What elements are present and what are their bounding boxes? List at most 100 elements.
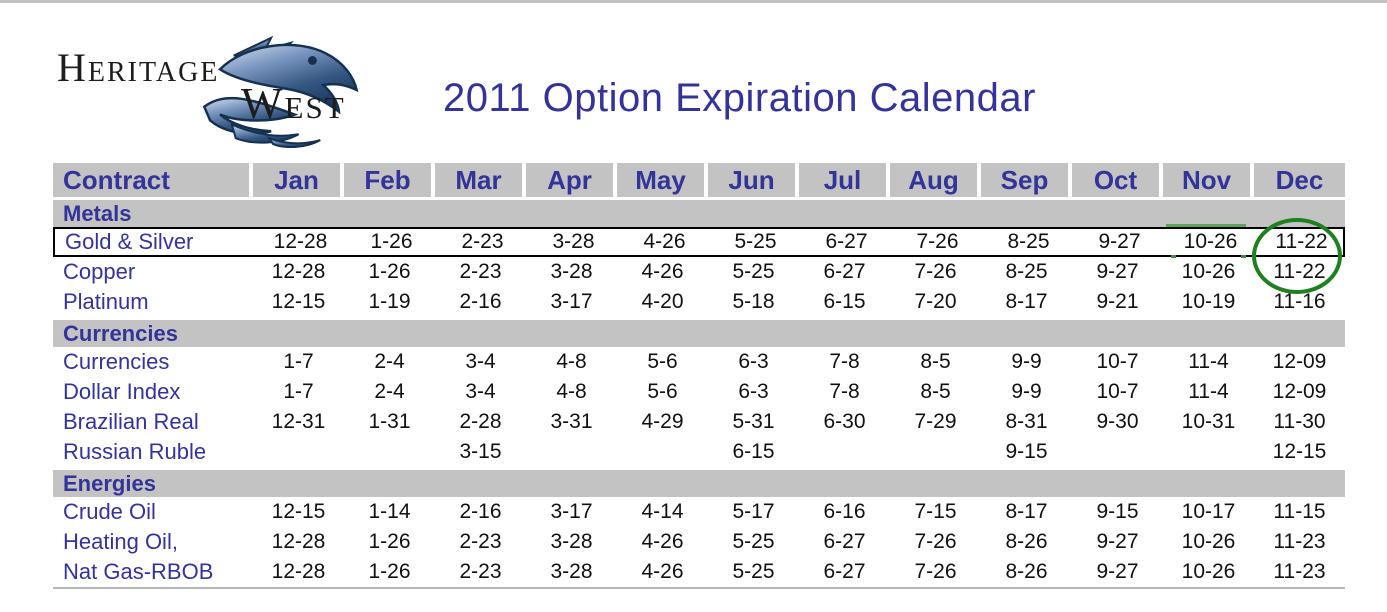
row-label-currencies: Currencies (63, 349, 170, 374)
cell-crude-oil-oct: 9-15 (1096, 500, 1139, 523)
cell-platinum-jun: 5-18 (732, 290, 775, 313)
logo-heritage-text: Heritage (57, 45, 220, 90)
column-header-contract: Contract (53, 163, 253, 197)
column-header-sep: Sep (981, 163, 1072, 197)
table-row-platinum: Platinum 12-15 1-19 2-16 3-17 4-20 5-18 6-15 7-2… (53, 287, 1345, 317)
cell-nat-gas-rbob-aug: 7-26 (914, 560, 957, 583)
cell-russian-ruble-sep: 9-15 (1005, 440, 1048, 463)
cell-heating-oil-sep: 8-26 (1005, 530, 1048, 553)
green-circle-annotation (1252, 218, 1342, 294)
cell-gold-silver-apr: 3-28 (552, 230, 595, 253)
cell-crude-oil-may: 4-14 (641, 500, 684, 523)
cell-crude-oil-nov: 10-17 (1181, 500, 1236, 523)
cell-russian-ruble-nov (1163, 437, 1254, 467)
green-tick-left (1171, 255, 1176, 258)
cell-copper-may: 4-26 (641, 260, 684, 283)
cell-russian-ruble-dec: 12-15 (1272, 440, 1327, 463)
cell-gold-silver-nov: 10-26 (1183, 230, 1238, 253)
cell-heating-oil-aug: 7-26 (914, 530, 957, 553)
cell-crude-oil-jul: 6-16 (823, 500, 866, 523)
cell-platinum-sep: 8-17 (1005, 290, 1048, 313)
cell-gold-silver-may: 4-26 (643, 230, 686, 253)
eagle-icon (202, 35, 359, 148)
cell-brazilian-real-oct: 9-30 (1096, 410, 1139, 433)
section-label-energies: Energies (53, 470, 1345, 497)
row-label-copper: Copper (63, 259, 136, 284)
cell-platinum-may: 4-20 (641, 290, 684, 313)
cell-currencies-jan: 1-7 (283, 350, 314, 373)
cell-crude-oil-feb: 1-14 (368, 500, 411, 523)
cell-russian-ruble-jul (799, 437, 890, 467)
section-band-currencies: Currencies (53, 320, 1345, 347)
table-row-gold-silver: Gold & Silver 12-28 1-26 2-23 3-28 4-26 5-25 6-… (53, 227, 1345, 257)
page-top-border (0, 0, 1387, 3)
cell-currencies-jul: 7-8 (829, 350, 860, 373)
section-label-currencies: Currencies (53, 320, 1345, 347)
cell-nat-gas-rbob-may: 4-26 (641, 560, 684, 583)
cell-brazilian-real-jan: 12-31 (271, 410, 326, 433)
cell-nat-gas-rbob-sep: 8-26 (1005, 560, 1048, 583)
cell-nat-gas-rbob-jan: 12-28 (271, 560, 326, 583)
cell-dollar-index-sep: 9-9 (1011, 380, 1042, 403)
cell-russian-ruble-jan (253, 437, 344, 467)
section-label-metals: Metals (53, 200, 1345, 227)
cell-heating-oil-may: 4-26 (641, 530, 684, 553)
cell-nat-gas-rbob-nov: 10-26 (1181, 560, 1236, 583)
cell-platinum-jul: 6-15 (823, 290, 866, 313)
cell-platinum-dec: 11-16 (1273, 290, 1326, 313)
cell-gold-silver-oct: 9-27 (1098, 230, 1141, 253)
column-header-aug: Aug (890, 163, 981, 197)
row-label-crude-oil: Crude Oil (63, 499, 156, 524)
cell-copper-aug: 7-26 (914, 260, 957, 283)
cell-dollar-index-dec: 12-09 (1272, 380, 1327, 403)
cell-currencies-oct: 10-7 (1096, 350, 1139, 373)
cell-platinum-feb: 1-19 (368, 290, 411, 313)
cell-platinum-aug: 7-20 (914, 290, 957, 313)
section-band-energies: Energies (53, 470, 1345, 497)
column-header-oct: Oct (1072, 163, 1163, 197)
table-row-russian-ruble: Russian Ruble 3-15 6-15 9-15 12-15 (53, 437, 1345, 467)
cell-gold-silver-jul: 6-27 (825, 230, 868, 253)
cell-currencies-dec: 12-09 (1272, 350, 1327, 373)
cell-nat-gas-rbob-jun: 5-25 (732, 560, 775, 583)
cell-nat-gas-rbob-feb: 1-26 (368, 560, 411, 583)
cell-heating-oil-mar: 2-23 (459, 530, 502, 553)
cell-dollar-index-aug: 8-5 (920, 380, 951, 403)
cell-russian-ruble-aug (890, 437, 981, 467)
cell-gold-silver-feb: 1-26 (370, 230, 413, 253)
page-title: 2011 Option Expiration Calendar (443, 76, 1036, 120)
cell-brazilian-real-apr: 3-31 (550, 410, 593, 433)
cell-copper-jan: 12-28 (271, 260, 326, 283)
cell-crude-oil-dec: 11-15 (1273, 500, 1326, 523)
cell-heating-oil-nov: 10-26 (1181, 530, 1236, 553)
cell-heating-oil-jan: 12-28 (271, 530, 326, 553)
cell-russian-ruble-mar: 3-15 (459, 440, 502, 463)
table-bottom-border (53, 587, 1345, 589)
cell-gold-silver-sep: 8-25 (1007, 230, 1050, 253)
cell-platinum-jan: 12-15 (271, 290, 326, 313)
column-header-may: May (617, 163, 708, 197)
cell-heating-oil-oct: 9-27 (1096, 530, 1139, 553)
cell-platinum-apr: 3-17 (550, 290, 593, 313)
cell-copper-feb: 1-26 (368, 260, 411, 283)
cell-copper-nov: 10-26 (1181, 260, 1236, 283)
cell-copper-jul: 6-27 (823, 260, 866, 283)
row-label-gold-silver: Gold & Silver (65, 229, 194, 254)
cell-brazilian-real-sep: 8-31 (1005, 410, 1048, 433)
column-header-jul: Jul (799, 163, 890, 197)
column-header-jan: Jan (253, 163, 344, 197)
table-row-copper: Copper 12-28 1-26 2-23 3-28 4-26 5-25 6-27 7-26 8… (53, 257, 1345, 287)
cell-brazilian-real-may: 4-29 (641, 410, 684, 433)
cell-currencies-apr: 4-8 (556, 350, 587, 373)
cell-platinum-oct: 9-21 (1096, 290, 1139, 313)
cell-copper-apr: 3-28 (550, 260, 593, 283)
cell-dollar-index-jan: 1-7 (283, 380, 314, 403)
row-label-russian-ruble: Russian Ruble (63, 439, 207, 464)
logo-west-text: West (241, 79, 346, 128)
cell-brazilian-real-nov: 10-31 (1181, 410, 1236, 433)
cell-dollar-index-feb: 2-4 (374, 380, 405, 403)
green-tick-right (1241, 255, 1246, 258)
row-label-brazilian-real: Brazilian Real (63, 409, 199, 434)
cell-crude-oil-jun: 5-17 (732, 500, 775, 523)
column-header-jun: Jun (708, 163, 799, 197)
